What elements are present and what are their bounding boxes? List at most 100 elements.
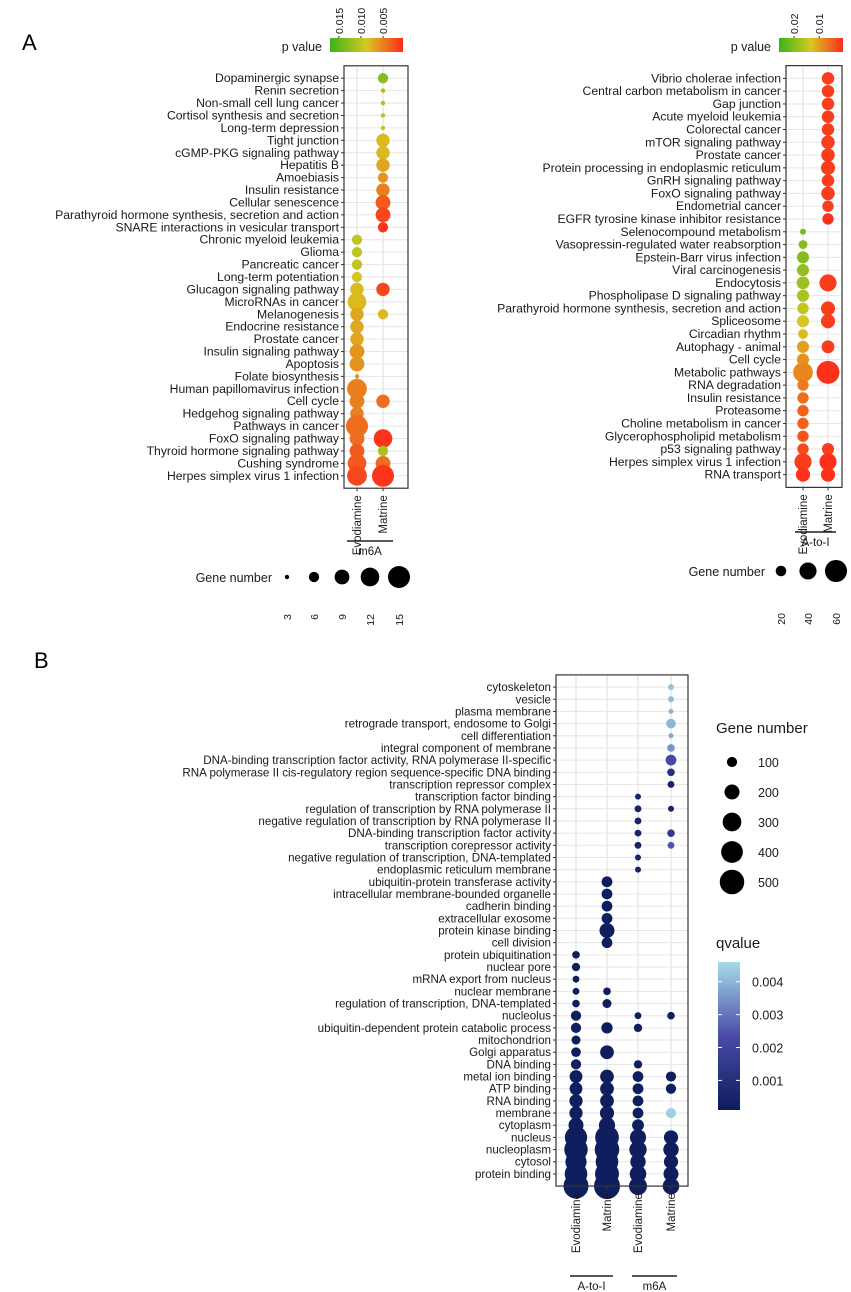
color-bar	[330, 38, 403, 52]
data-point	[821, 97, 835, 111]
data-point	[354, 374, 360, 379]
term-label: Circadian rhythm	[689, 327, 781, 341]
data-point	[569, 1094, 583, 1108]
term-label: RNA polymerase II cis-regulatory region …	[182, 766, 551, 779]
data-point	[569, 1082, 583, 1096]
size-legend-label: 60	[831, 613, 843, 625]
data-point	[667, 1011, 675, 1020]
data-point	[635, 854, 641, 861]
term-label: Pancreatic cancer	[241, 258, 339, 272]
term-label: Proteasome	[715, 404, 781, 418]
term-label: Apoptosis	[285, 357, 339, 371]
data-point	[667, 744, 675, 752]
data-point	[820, 301, 836, 316]
data-point	[816, 360, 840, 384]
term-label: Protein processing in endoplasmic reticu…	[543, 161, 781, 175]
data-point	[349, 443, 365, 459]
term-label: Long-term potentiation	[217, 270, 339, 284]
data-point	[629, 1129, 647, 1146]
term-label: negative regulation of transcription, DN…	[288, 851, 551, 864]
term-label: MicroRNAs in cancer	[225, 295, 339, 309]
data-point	[797, 392, 809, 404]
data-point	[634, 829, 642, 837]
term-label: negative regulation of transcription by …	[258, 815, 551, 828]
term-label: ubiquitin-dependent protein catabolic pr…	[318, 1022, 552, 1035]
size-legend-dot	[824, 559, 848, 583]
data-point	[350, 319, 364, 334]
data-point	[349, 393, 365, 409]
data-point	[347, 465, 367, 486]
term-label: intracellular membrane-bounded organelle	[333, 888, 551, 901]
data-point	[600, 1081, 614, 1096]
term-label: Phospholipase D signaling pathway	[589, 289, 782, 303]
size-legend-label: 6	[309, 614, 321, 620]
term-label: Endocrine resistance	[225, 320, 339, 334]
data-point	[819, 274, 837, 292]
data-point	[350, 307, 364, 321]
term-label: Parathyroid hormone synthesis, secretion…	[497, 301, 781, 315]
term-label: Golgi apparatus	[469, 1046, 551, 1059]
data-point	[351, 259, 363, 270]
term-label: Choline metabolism in cancer	[621, 416, 781, 430]
data-point	[821, 135, 835, 150]
data-point	[572, 975, 580, 983]
data-point	[632, 1071, 644, 1082]
data-point	[821, 110, 835, 123]
data-point	[794, 453, 812, 471]
size-legend-label: 200	[758, 786, 779, 800]
data-point	[821, 148, 835, 162]
data-point	[380, 125, 386, 131]
data-point	[601, 876, 613, 888]
size-legend-label: 20	[776, 613, 788, 625]
data-point	[820, 160, 836, 175]
term-label: regulation of transcription, DNA-templat…	[335, 998, 551, 1011]
group-label: m6A	[643, 1281, 667, 1292]
term-label: cytosol	[515, 1156, 551, 1169]
term-label: Colorectal cancer	[686, 123, 781, 137]
term-label: cell division	[492, 937, 551, 950]
data-point	[377, 445, 389, 457]
data-point	[633, 1023, 643, 1033]
term-label: p53 signaling pathway	[660, 442, 782, 456]
term-label: transcription factor binding	[415, 791, 551, 804]
term-label: ubiquitin-protein transferase activity	[369, 876, 552, 889]
data-point	[820, 314, 836, 329]
term-label: Cellular senescence	[229, 195, 339, 209]
term-label: metal ion binding	[463, 1071, 551, 1084]
term-label: retrograde transport, endosome to Golgi	[345, 718, 551, 731]
term-label: cadherin binding	[466, 900, 551, 913]
term-label: Herpes simplex virus 1 infection	[609, 455, 781, 469]
term-label: transcription repressor complex	[389, 778, 551, 791]
x-tick-label: Evodiamine	[571, 1193, 583, 1253]
data-point	[572, 951, 580, 959]
size-legend-label: 40	[803, 613, 815, 625]
term-label: protein binding	[475, 1168, 551, 1181]
data-point	[665, 1071, 677, 1082]
term-label: Viral carcinogenesis	[672, 263, 781, 277]
x-tick-label: Evodiamine	[798, 494, 810, 554]
term-label: Endometrial cancer	[676, 199, 781, 213]
data-point	[600, 1069, 614, 1084]
data-point	[351, 271, 363, 283]
data-point	[798, 329, 808, 339]
term-label: GnRH signaling pathway	[647, 174, 782, 188]
data-point	[667, 841, 675, 849]
data-point	[569, 1070, 583, 1083]
data-point	[376, 394, 390, 408]
data-point	[347, 378, 367, 399]
term-label: Renin secretion	[254, 84, 339, 98]
data-point	[377, 309, 389, 320]
term-label: vesicle	[516, 693, 551, 706]
data-point	[351, 247, 363, 258]
term-label: Endocytosis	[715, 276, 781, 290]
size-legend-dot	[719, 869, 745, 895]
data-point	[372, 464, 394, 487]
data-point	[601, 937, 613, 949]
data-point	[629, 1140, 647, 1159]
term-label: Insulin resistance	[687, 391, 781, 405]
term-label: endoplasmic reticulum membrane	[377, 864, 551, 877]
data-point	[634, 805, 642, 813]
group-label: m6A	[358, 546, 382, 558]
term-label: SNARE interactions in vesicular transpor…	[115, 220, 339, 234]
